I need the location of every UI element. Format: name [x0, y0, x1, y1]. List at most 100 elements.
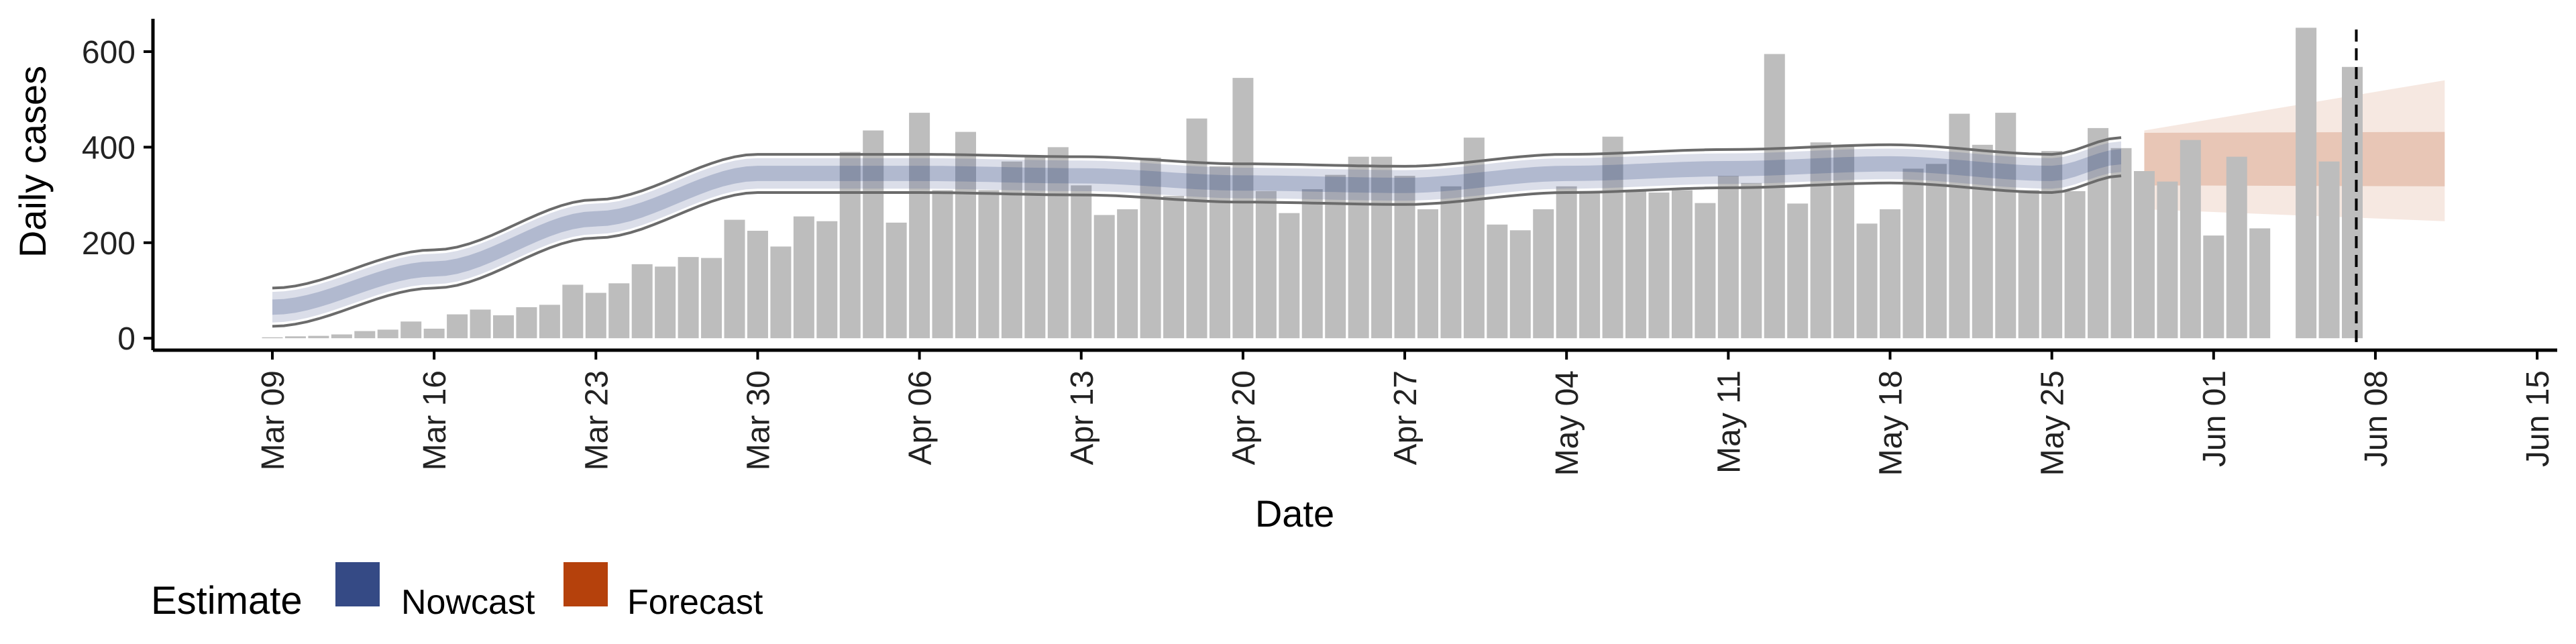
x-tick-label: Jun 01 — [2197, 370, 2233, 467]
bar — [1602, 136, 1623, 339]
legend-label-forecast: Forecast — [627, 583, 763, 622]
bar — [2341, 66, 2363, 339]
x-tick-label: Mar 30 — [741, 370, 776, 470]
y-axis-title: Daily cases — [11, 66, 54, 258]
bar — [1001, 161, 1022, 339]
bar — [516, 307, 537, 339]
bar — [492, 315, 515, 339]
nowcast-upper-line — [272, 136, 2122, 290]
bar — [2041, 151, 2063, 339]
bar — [284, 336, 306, 339]
bar — [1071, 185, 1092, 339]
bar — [539, 305, 560, 339]
bar — [2133, 170, 2155, 339]
bar — [978, 190, 1000, 339]
forecast-bands — [2144, 80, 2445, 221]
x-tick-label: May 18 — [1874, 370, 1909, 476]
bar — [2018, 190, 2039, 339]
x-tick-label: Mar 16 — [417, 370, 453, 470]
bar — [1279, 213, 1300, 339]
legend-key-forecast — [564, 562, 608, 606]
nowcast-outer-band — [272, 141, 2121, 323]
x-tick-label: May 25 — [2035, 370, 2071, 476]
bar — [2249, 228, 2271, 339]
forecast-inner-band — [2144, 131, 2445, 186]
x-tick-label: Jun 15 — [2520, 370, 2556, 467]
bar — [1810, 142, 1831, 339]
legend-title: Estimate — [151, 579, 303, 623]
bar — [747, 230, 768, 339]
bar — [1717, 176, 1739, 339]
bar — [262, 337, 283, 339]
bar — [1209, 166, 1230, 339]
y-tick-label: 0 — [117, 321, 136, 357]
bar — [1879, 209, 1901, 339]
bar — [2226, 156, 2247, 339]
legend-key-nowcast — [335, 562, 380, 606]
bar — [770, 246, 792, 339]
bar — [1695, 203, 1716, 339]
bar — [1949, 113, 1970, 339]
bar — [863, 130, 884, 339]
bar — [423, 328, 445, 339]
x-ticks: Mar 09 Mar 16 Mar 23 Mar 30 Apr 06 Apr 13 Apr … — [256, 350, 2556, 476]
bar — [678, 257, 699, 339]
bar — [2110, 148, 2132, 339]
x-tick-label: Apr 20 — [1226, 370, 1262, 465]
x-tick-label: Jun 08 — [2359, 370, 2394, 467]
bar — [400, 321, 422, 339]
x-axis-title: Date — [1255, 492, 1334, 535]
bar — [909, 113, 930, 339]
bar — [1787, 203, 1809, 339]
nowcast-lower-line — [272, 174, 2122, 328]
x-tick-label: Apr 27 — [1388, 370, 1424, 465]
bar — [885, 222, 907, 339]
bar — [1301, 189, 1323, 339]
bar — [655, 266, 676, 339]
nowcast-bands — [272, 136, 2122, 328]
bar — [1648, 193, 1670, 339]
bar — [1255, 191, 1277, 339]
x-tick-label: May 11 — [1711, 370, 1747, 474]
bar — [1047, 147, 1069, 339]
legend: Estimate Nowcast Forecast — [151, 562, 763, 623]
bar — [1972, 144, 1993, 339]
bar — [331, 334, 352, 339]
y-tick-label: 600 — [82, 35, 136, 70]
forecast-outer-band — [2144, 80, 2445, 221]
bar — [2296, 28, 2317, 339]
bar — [585, 292, 606, 339]
bar — [1556, 186, 1577, 339]
x-tick-label: May 04 — [1550, 370, 1585, 476]
bar — [1093, 215, 1115, 339]
bar — [2180, 140, 2201, 339]
bar — [1417, 209, 1439, 339]
bar — [1856, 223, 1878, 339]
bar — [793, 216, 814, 339]
bar — [1348, 156, 1369, 339]
x-tick-label: Mar 23 — [579, 370, 614, 470]
bar — [1925, 164, 1947, 339]
bar — [1741, 182, 1762, 339]
bar — [1440, 186, 1462, 339]
bar — [308, 335, 329, 339]
bar — [1487, 224, 1508, 339]
bar — [1671, 190, 1693, 339]
nowcast-inner-band — [272, 149, 2121, 315]
bar — [1902, 168, 1924, 339]
bar — [1371, 156, 1393, 339]
bar — [2318, 161, 2340, 339]
bars — [262, 28, 2363, 339]
bar — [1533, 209, 1554, 339]
bar — [377, 329, 398, 339]
bar — [1463, 138, 1485, 339]
bar — [631, 264, 653, 339]
bar — [724, 219, 745, 339]
bar — [354, 331, 376, 339]
bar — [1764, 54, 1785, 339]
bar — [1232, 78, 1254, 339]
bar — [608, 283, 630, 339]
bar — [1024, 156, 1046, 339]
x-tick-label: Apr 06 — [903, 370, 938, 465]
